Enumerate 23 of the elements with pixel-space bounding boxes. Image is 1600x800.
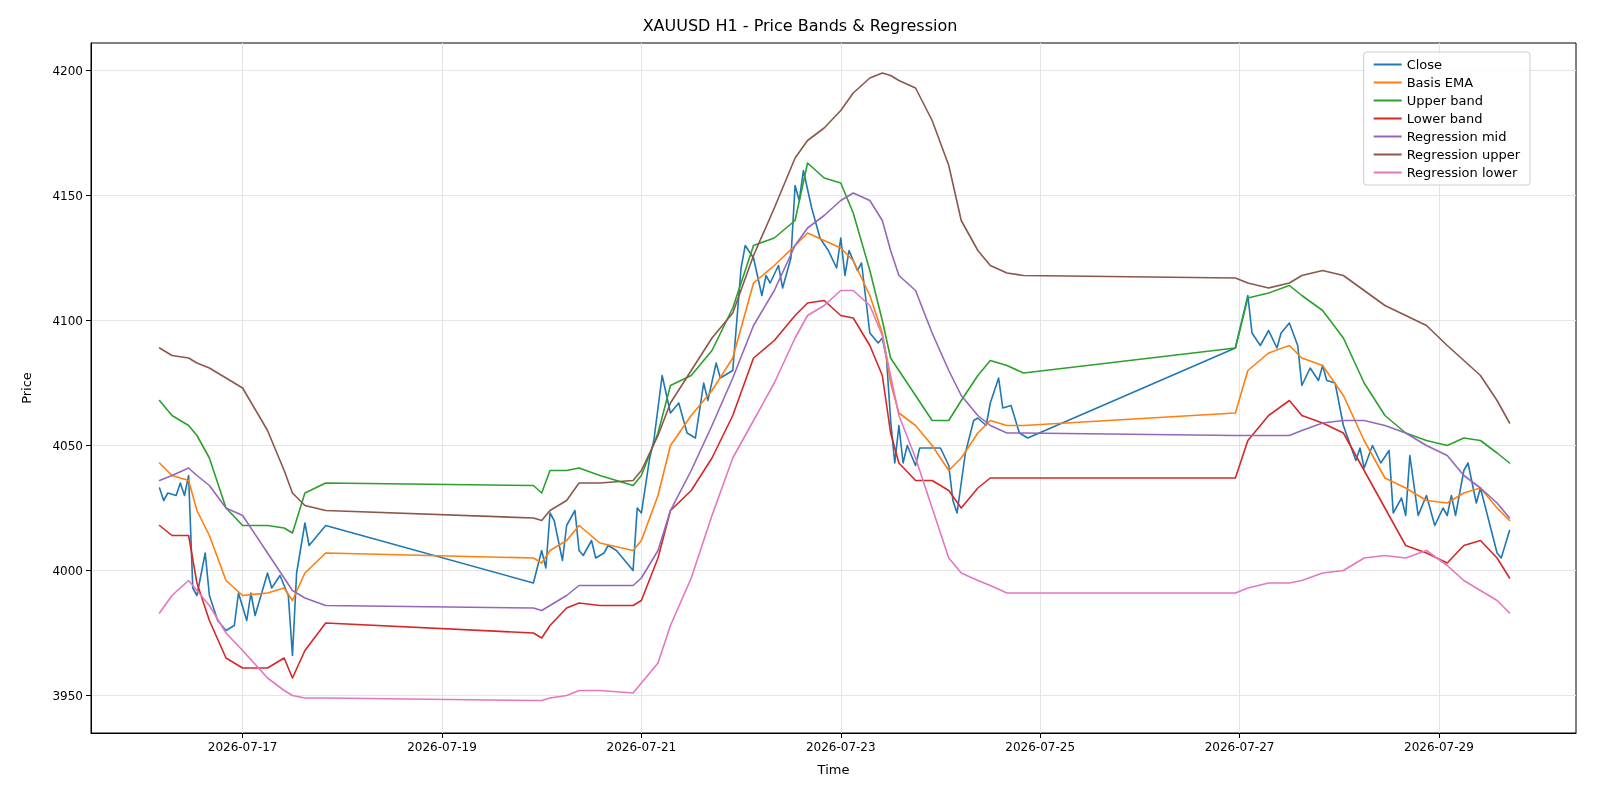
y-tick-label: 4000 — [52, 563, 83, 578]
y-tick-label: 4100 — [52, 313, 83, 328]
y-tick-label: 4200 — [52, 63, 83, 78]
x-tick-label: 2026-07-17 — [207, 740, 278, 754]
chart-title: XAUUSD H1 - Price Bands & Regression — [642, 15, 958, 35]
x-axis-title: Time — [816, 762, 850, 777]
y-tick-label: 4050 — [52, 438, 83, 453]
legend-label: Lower band — [1406, 111, 1483, 126]
x-tick-label: 2026-07-29 — [1404, 740, 1474, 754]
legend-label: Regression mid — [1406, 129, 1507, 144]
legend-label: Regression lower — [1406, 165, 1519, 180]
legend-label: Close — [1406, 57, 1443, 72]
x-tick-label: 2026-07-19 — [407, 740, 477, 754]
x-tick-label: 2026-07-25 — [1005, 740, 1076, 754]
x-tick-label: 2026-07-21 — [606, 740, 677, 754]
y-tick-label: 3950 — [52, 688, 83, 703]
x-tick-label: 2026-07-27 — [1204, 740, 1275, 754]
legend-label: Basis EMA — [1406, 75, 1474, 90]
legend-label: Regression upper — [1406, 147, 1521, 162]
legend-label: Upper band — [1406, 93, 1483, 108]
y-tick-label: 4150 — [52, 188, 83, 203]
x-tick-label: 2026-07-23 — [805, 740, 876, 754]
y-axis-title: Price — [19, 372, 34, 404]
